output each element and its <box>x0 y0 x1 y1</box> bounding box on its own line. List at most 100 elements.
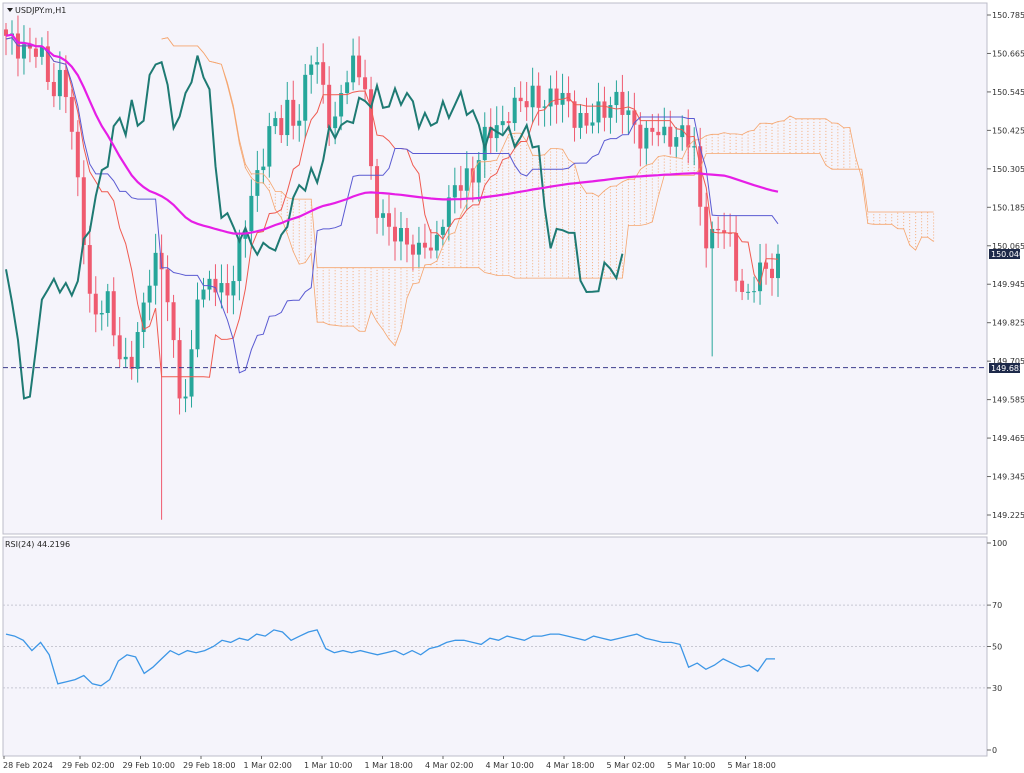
candle-body <box>734 232 739 281</box>
candle-body <box>369 89 374 167</box>
candle-body <box>770 268 775 279</box>
candle-body <box>698 146 703 207</box>
rsi-title: RSI(24) 44.2196 <box>5 540 70 549</box>
line-price-tag: 149.685 <box>991 364 1024 373</box>
candle-body <box>548 88 553 107</box>
candle-body <box>111 291 116 336</box>
price-tick-label: 149.465 <box>992 434 1024 443</box>
candle-body <box>93 293 98 315</box>
candle-body <box>614 91 619 106</box>
candle-body <box>590 122 595 126</box>
candle-body <box>309 64 314 75</box>
candle-body <box>153 252 158 286</box>
candle-body <box>135 332 140 369</box>
candle-body <box>644 127 649 149</box>
senkou-span-a-line <box>161 37 934 347</box>
time-tick-label: 5 Mar 02:00 <box>607 761 655 770</box>
candle-body <box>650 127 655 132</box>
candle-body <box>392 226 397 242</box>
candle-body <box>345 82 350 94</box>
time-tick-label: 5 Mar 18:00 <box>728 761 776 770</box>
candle-body <box>410 244 415 255</box>
candle-body <box>542 106 547 108</box>
rsi-line <box>5 629 775 687</box>
price-tick-label: 149.585 <box>992 396 1024 405</box>
candle-body <box>165 269 170 303</box>
candle-body <box>4 29 8 36</box>
price-tick-label: 149.345 <box>992 473 1024 482</box>
candle-body <box>446 197 451 227</box>
candle-body <box>464 168 469 191</box>
candle-body <box>243 231 248 239</box>
time-tick-label: 1 Mar 18:00 <box>365 761 413 770</box>
candle-body <box>536 85 541 108</box>
candle-body <box>608 105 613 118</box>
candle-body <box>530 85 535 108</box>
candle-body <box>261 166 266 171</box>
candle-body <box>213 278 218 293</box>
candle-body <box>722 230 727 233</box>
candle-body <box>404 227 409 245</box>
price-tick-label: 150.425 <box>992 126 1024 135</box>
price-tick-label: 150.785 <box>992 11 1024 20</box>
time-tick-label: 4 Mar 18:00 <box>546 761 594 770</box>
candle-body <box>105 291 110 313</box>
rsi-tick-label: 30 <box>992 684 1002 693</box>
candle-body <box>381 213 386 218</box>
candle-body <box>327 84 332 129</box>
candle-body <box>183 396 188 399</box>
candle-body <box>710 228 715 249</box>
main-panel <box>2 2 988 535</box>
candle-body <box>27 44 32 49</box>
candle-body <box>207 278 212 290</box>
candle-body <box>578 112 583 128</box>
candle-body <box>482 126 487 161</box>
candle-body <box>764 262 769 269</box>
tenkan-sen-line <box>5 37 779 378</box>
candle-body <box>267 126 272 167</box>
candle-body <box>704 206 709 249</box>
candle-body <box>620 91 625 115</box>
candle-body <box>87 245 92 294</box>
candles <box>4 15 780 520</box>
price-axis: 150.785 150.665 150.545 150.425 150.305 150.1… <box>987 11 1024 520</box>
candle-body <box>596 101 601 123</box>
time-tick-label: 4 Mar 10:00 <box>486 761 534 770</box>
candle-body <box>512 97 517 124</box>
candle-body <box>752 291 757 293</box>
time-tick-label: 4 Mar 02:00 <box>425 761 473 770</box>
rsi-lines: 100 70 50 30 0 <box>3 539 1007 755</box>
candle-body <box>398 227 403 242</box>
candle-body <box>351 55 356 83</box>
current-price-tag: 150.040 <box>991 250 1024 259</box>
candle-body <box>39 46 44 57</box>
price-tick-label: 150.545 <box>992 88 1024 97</box>
candle-body <box>249 195 254 232</box>
candle-body <box>476 160 481 183</box>
candle-body <box>321 62 326 85</box>
senkou-span-b-line <box>161 37 934 279</box>
rsi-tick-label: 0 <box>992 746 997 755</box>
candle-body <box>225 283 230 296</box>
candle-body <box>716 228 721 231</box>
candle-body <box>458 185 463 191</box>
candle-body <box>51 81 56 97</box>
candle-body <box>123 356 128 360</box>
candle-body <box>141 302 146 333</box>
candle-body <box>387 213 392 227</box>
candle-body <box>339 93 344 117</box>
candle-body <box>195 299 200 350</box>
candle-body <box>758 262 763 292</box>
dropdown-triangle-icon[interactable] <box>7 8 13 12</box>
time-tick-label: 29 Feb 02:00 <box>62 761 114 770</box>
price-tick-label: 150.065 <box>992 242 1024 251</box>
candle-body <box>33 48 38 57</box>
candle-body <box>554 88 559 105</box>
candle-body <box>626 110 631 115</box>
candle-body <box>500 121 505 126</box>
rsi-tick-label: 70 <box>992 601 1002 610</box>
symbol-title: USDJPY.m,H1 <box>15 6 66 15</box>
time-tick-label: 1 Mar 02:00 <box>244 761 292 770</box>
candle-body <box>470 168 475 183</box>
candle-body <box>422 242 427 248</box>
